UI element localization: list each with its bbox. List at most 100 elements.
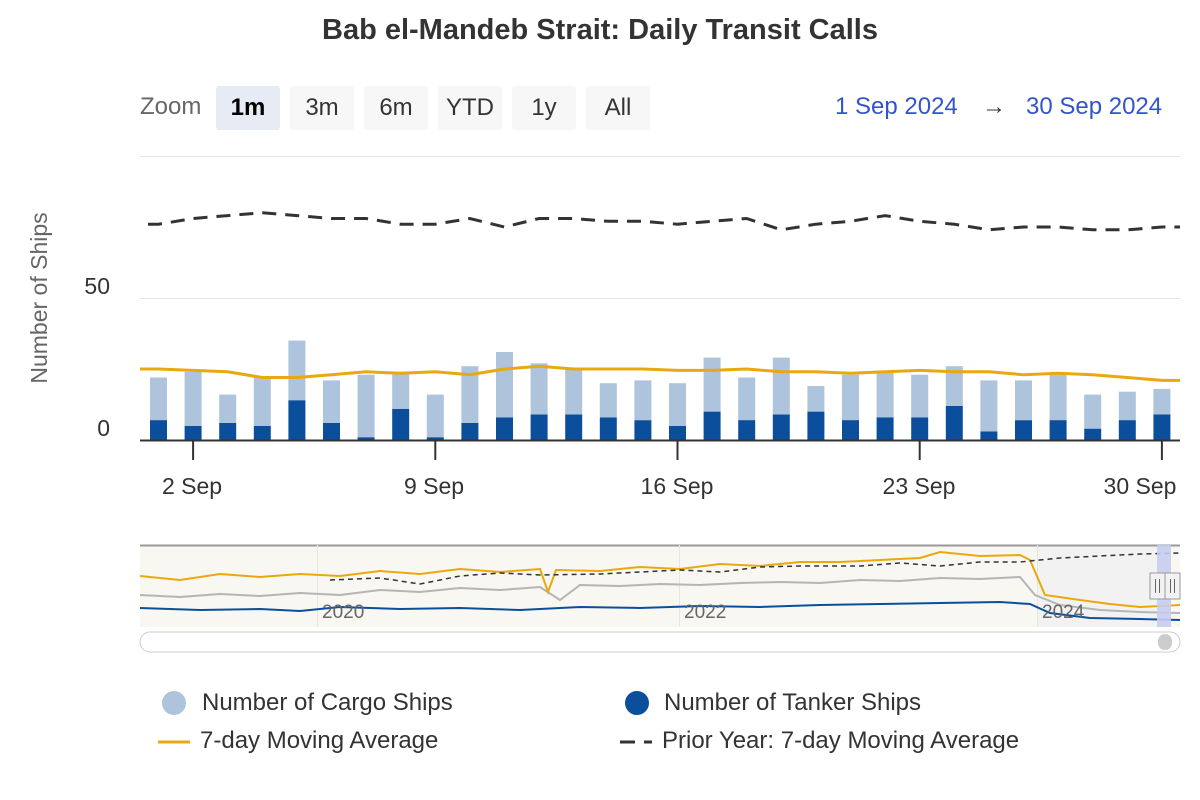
tanker-bar[interactable] [1049,420,1067,440]
cargo-bars [150,340,1171,438]
navigator-year-label-2020: 2020 [322,602,364,623]
cargo-bar[interactable] [461,366,479,423]
navigator-year-label-2022: 2022 [684,602,726,623]
cargo-bar[interactable] [392,371,410,409]
tanker-bar[interactable] [911,417,929,440]
legend-tanker-marker-icon [622,687,656,719]
cargo-bar[interactable] [219,394,237,423]
tanker-bar[interactable] [980,431,998,441]
tanker-bar[interactable] [357,437,375,440]
tanker-bar[interactable] [772,414,790,440]
tanker-bar[interactable] [738,420,756,440]
cargo-bar[interactable] [842,374,859,421]
ma-line [140,364,1180,382]
tanker-bar[interactable] [669,425,686,440]
legend-cargo-label: Number of Cargo Ships [202,689,453,716]
tanker-bar[interactable] [703,411,721,440]
scrollbar-track[interactable] [139,631,1181,653]
cargo-bar[interactable] [1015,380,1032,421]
scrollbar-thumb[interactable] [1158,634,1172,650]
cargo-bar[interactable] [980,380,998,432]
x-tick-label-9-sep: 9 Sep [404,473,464,499]
cargo-bar[interactable] [1118,391,1136,421]
cargo-bar[interactable] [807,386,825,412]
cargo-bar[interactable] [357,374,375,438]
cargo-bar[interactable] [1049,374,1067,421]
zoom-ytd-button[interactable]: YTD [438,86,502,130]
tanker-bar[interactable] [1015,420,1032,440]
tanker-bar[interactable] [288,400,306,440]
tanker-bar[interactable] [426,437,444,440]
cargo-bar[interactable] [530,363,548,415]
legend-tanker-label: Number of Tanker Ships [664,689,922,716]
zoom-label: Zoom [140,93,202,120]
tanker-bar[interactable] [219,423,237,440]
tanker-bar[interactable] [945,405,963,440]
cargo-bar[interactable] [634,380,652,421]
navigator-year-label-2024: 2024 [1042,602,1085,623]
cargo-bar[interactable] [772,357,790,415]
tanker-bar[interactable] [807,411,825,440]
cargo-bar[interactable] [911,374,929,418]
tanker-bar[interactable] [150,420,167,440]
range-from-date[interactable]: 1 Sep 2024 [835,93,958,120]
zoom-1m-button[interactable]: 1m [216,86,280,130]
cargo-bar[interactable] [253,377,271,426]
zoom-all-button[interactable]: All [586,86,650,130]
zoom-6m-button[interactable]: 6m [364,86,428,130]
navigator-prior-ma-line [329,552,1181,585]
tanker-bar[interactable] [1153,414,1171,440]
cargo-bar[interactable] [496,352,513,418]
tanker-bar[interactable] [842,420,859,440]
cargo-bar[interactable] [703,357,721,412]
tanker-bars [150,400,1171,441]
navigator[interactable]: 2020 2022 2024 [139,544,1181,627]
cargo-bar[interactable] [738,377,756,421]
x-tick-label-30-sep: 30 Sep [1104,473,1177,499]
tanker-bar[interactable] [461,423,479,440]
legend-cargo-marker-icon [160,687,194,719]
tanker-bar[interactable] [184,425,202,440]
tanker-bar[interactable] [1084,428,1102,440]
cargo-bar[interactable] [876,371,894,418]
tanker-bar[interactable] [392,408,410,440]
y-tick-label-50: 50 [84,273,110,299]
tanker-bar[interactable] [1118,420,1136,440]
cargo-bar[interactable] [323,380,340,423]
zoom-1y-button[interactable]: 1y [512,86,576,130]
navigator-left-handle[interactable] [1149,572,1166,600]
range-arrow: → [982,93,1006,120]
cargo-bar[interactable] [288,340,306,401]
tanker-bar[interactable] [599,417,617,440]
navigator-tanker-line [139,600,1181,621]
cargo-bar[interactable] [426,394,444,438]
navigator-shaded-area [140,545,1180,627]
cargo-bar[interactable] [1153,388,1171,415]
cargo-bar[interactable] [184,371,202,426]
cargo-bar[interactable] [565,369,583,415]
zoom-3m-button[interactable]: 3m [290,86,354,130]
navigator-right-handle[interactable] [1164,572,1181,600]
navigator-cargo-line [139,575,1181,614]
legend-ma-line-icon [158,725,192,757]
chart-title: Bab el-Mandeb Strait: Daily Transit Call… [322,14,878,46]
cargo-bar[interactable] [150,377,167,421]
tanker-bar[interactable] [634,420,652,440]
tanker-bar[interactable] [496,417,513,440]
tanker-bar[interactable] [565,414,583,440]
navigator-ma-line [139,550,1181,609]
cargo-bar[interactable] [945,366,963,406]
cargo-bar[interactable] [669,383,686,426]
x-tick-label-23-sep: 23 Sep [883,473,956,499]
cargo-bar[interactable] [1084,394,1102,429]
tanker-bar[interactable] [253,425,271,440]
tanker-bar[interactable] [530,414,548,440]
x-tick-label-16-sep: 16 Sep [641,473,714,499]
y-tick-label-0: 0 [97,415,110,441]
tanker-bar[interactable] [323,423,340,440]
tanker-bar[interactable] [876,417,894,440]
cargo-bar[interactable] [599,383,617,418]
range-to-date[interactable]: 30 Sep 2024 [1026,93,1163,120]
x-tick-label-2-sep: 2 Sep [162,473,222,499]
